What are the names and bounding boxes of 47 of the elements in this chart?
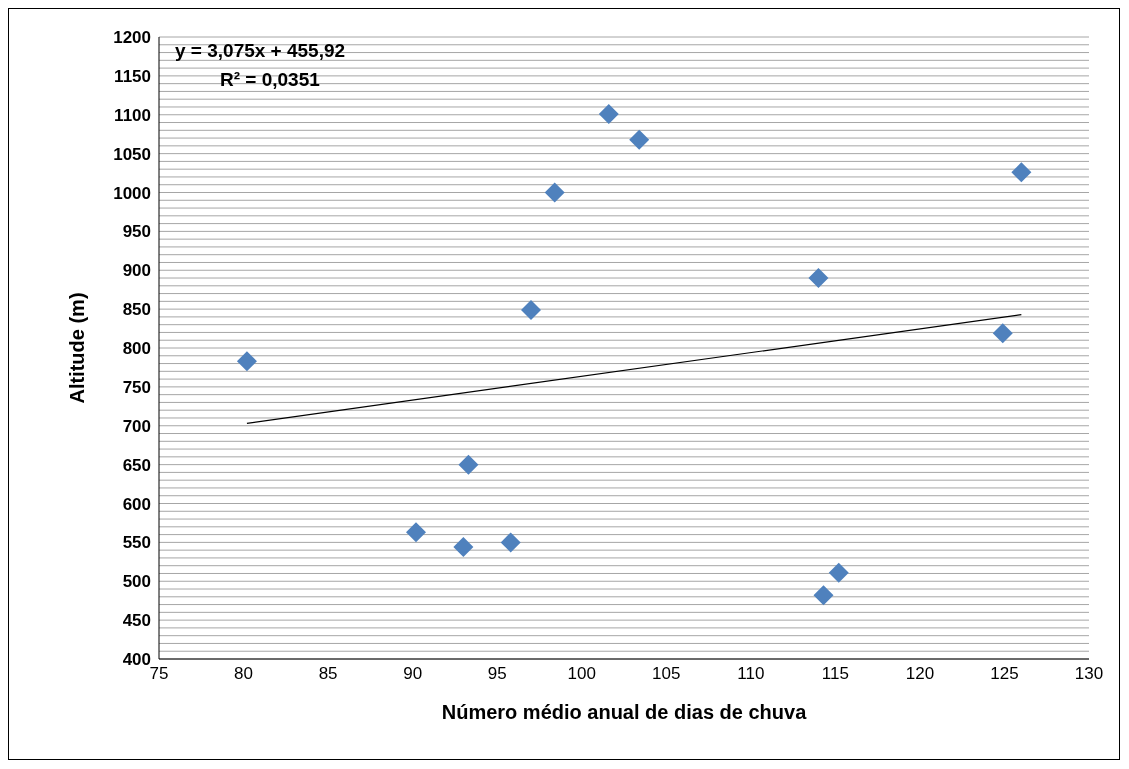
point bbox=[521, 299, 541, 320]
y-tick-label: 1200 bbox=[113, 28, 151, 48]
y-tick-label: 600 bbox=[122, 494, 151, 514]
point bbox=[629, 129, 650, 150]
point bbox=[1011, 162, 1032, 183]
y-tick-label: 400 bbox=[122, 650, 151, 670]
y-tick-label: 1100 bbox=[114, 105, 151, 125]
x-tick-label: 100 bbox=[567, 664, 596, 684]
x-tick-label: 75 bbox=[149, 664, 169, 684]
x-tick-label: 120 bbox=[905, 664, 935, 684]
y-tick-label: 850 bbox=[122, 300, 151, 320]
x-tick-label: 110 bbox=[737, 664, 765, 684]
point bbox=[544, 182, 565, 203]
y-tick-label: 1150 bbox=[114, 66, 151, 86]
x-tick-label: 125 bbox=[990, 664, 1019, 684]
y-tick-label: 750 bbox=[122, 377, 151, 397]
point bbox=[500, 532, 521, 553]
y-tick-label: 450 bbox=[122, 611, 151, 631]
x-tick-label: 105 bbox=[652, 664, 681, 684]
point bbox=[458, 454, 479, 475]
y-tick-label: 950 bbox=[122, 222, 151, 242]
annotation: y = 3,075x + 455,92 bbox=[175, 40, 346, 61]
y-tick-label: 550 bbox=[122, 533, 151, 553]
y-tick-label: 650 bbox=[122, 455, 151, 475]
y-tick-label: 500 bbox=[122, 572, 151, 592]
annotation: R² = 0,0351 bbox=[220, 69, 321, 90]
point bbox=[808, 268, 829, 289]
x-axis-title: Número médio anual de dias de chuva bbox=[441, 701, 808, 723]
point bbox=[453, 537, 474, 558]
x-tick-label: 80 bbox=[234, 664, 254, 684]
point bbox=[598, 103, 619, 124]
point bbox=[828, 562, 849, 583]
y-tick-label: 1000 bbox=[113, 183, 151, 203]
x-tick-label: 90 bbox=[403, 664, 423, 684]
point bbox=[813, 585, 834, 606]
y-tick-label: 800 bbox=[122, 339, 151, 359]
x-tick-label: 115 bbox=[821, 664, 849, 684]
x-tick-label: 95 bbox=[487, 664, 507, 684]
y-tick-label: 900 bbox=[122, 261, 151, 281]
point bbox=[236, 351, 257, 372]
x-tick-label: 85 bbox=[318, 664, 338, 684]
point bbox=[992, 323, 1013, 344]
x-tick-label: 130 bbox=[1074, 664, 1104, 684]
point bbox=[406, 522, 427, 543]
y-tick-label: 1050 bbox=[113, 144, 151, 164]
y-tick-label: 700 bbox=[122, 416, 151, 436]
y-axis-title: Altitude (m) bbox=[66, 292, 89, 404]
